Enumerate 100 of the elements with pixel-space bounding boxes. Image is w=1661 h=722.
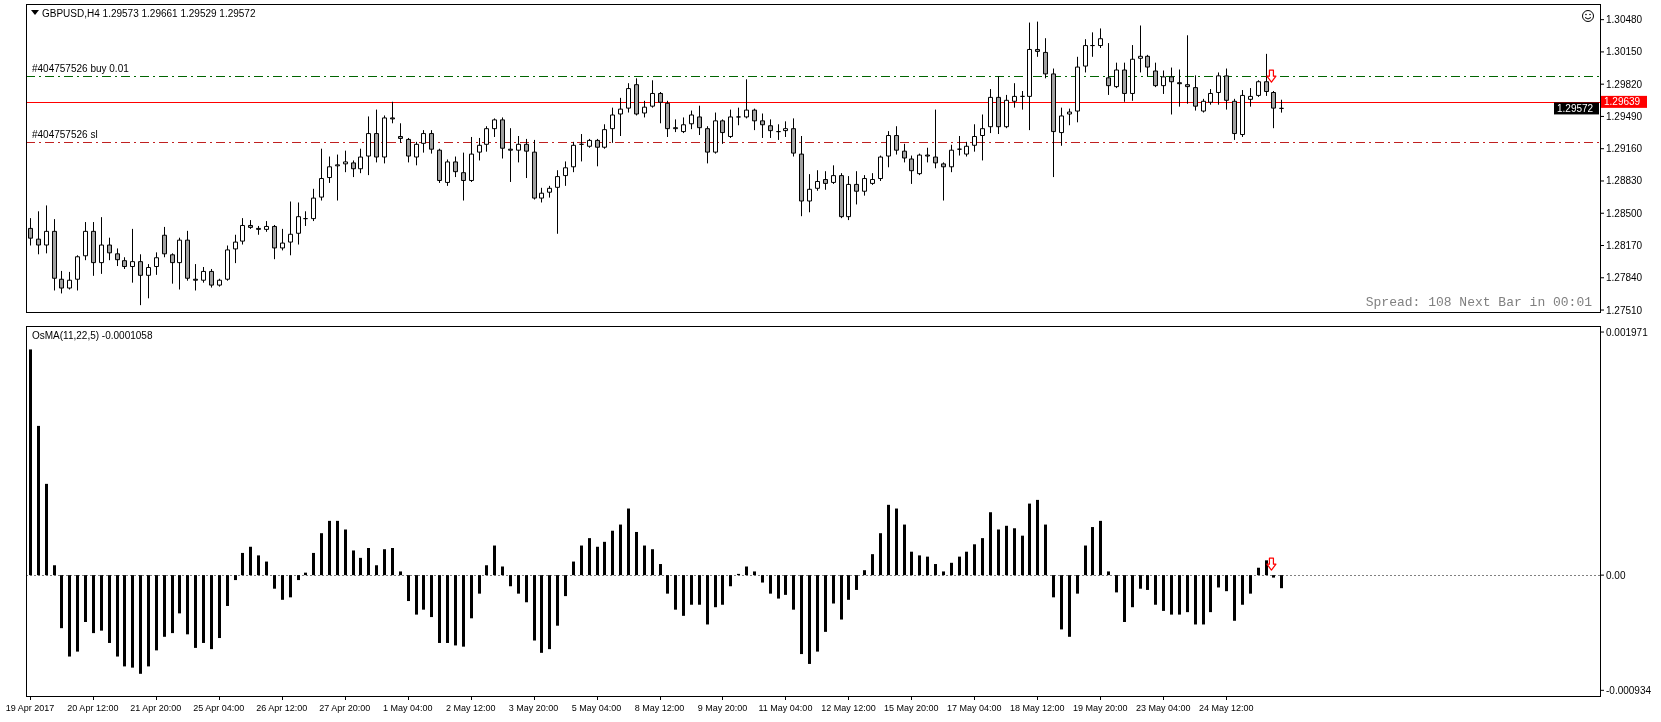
candlestick bbox=[36, 210, 41, 255]
candlestick bbox=[209, 268, 214, 289]
bar bbox=[131, 575, 134, 668]
bar bbox=[383, 549, 386, 576]
x-tick-label: 12 May 12:00 bbox=[821, 703, 876, 713]
bar bbox=[336, 520, 339, 576]
candlestick bbox=[75, 254, 80, 291]
bar bbox=[619, 524, 622, 576]
candlestick bbox=[1185, 34, 1190, 105]
bar bbox=[611, 530, 614, 576]
bar bbox=[84, 575, 87, 622]
bar bbox=[430, 575, 433, 618]
bar bbox=[509, 575, 512, 587]
x-tick-label: 24 May 12:00 bbox=[1198, 703, 1254, 713]
bar bbox=[918, 555, 921, 576]
y-tick-label: 1.30150 bbox=[1606, 46, 1643, 58]
x-tick-label: 19 Apr 2017 bbox=[5, 703, 55, 713]
candlestick bbox=[571, 141, 576, 173]
candlestick bbox=[1224, 68, 1229, 111]
candlestick bbox=[1130, 44, 1135, 102]
bar bbox=[359, 557, 362, 576]
candlestick bbox=[421, 129, 426, 154]
candlestick bbox=[658, 91, 663, 124]
x-tick-label: 20 Apr 12:00 bbox=[67, 703, 119, 713]
bar bbox=[422, 575, 425, 610]
candlestick bbox=[807, 173, 812, 213]
bar bbox=[926, 556, 929, 576]
candlestick bbox=[1177, 69, 1182, 108]
candlestick bbox=[917, 153, 922, 176]
bar bbox=[855, 575, 858, 590]
candlestick bbox=[327, 156, 332, 184]
bar bbox=[706, 575, 709, 625]
bar bbox=[816, 575, 819, 652]
candlestick bbox=[878, 155, 883, 182]
candlestick bbox=[783, 120, 788, 138]
candlestick bbox=[681, 116, 686, 134]
candlestick bbox=[1161, 69, 1166, 95]
bar bbox=[218, 575, 221, 639]
candlestick bbox=[1256, 79, 1261, 98]
bar bbox=[163, 575, 166, 637]
bar bbox=[808, 575, 811, 664]
bar bbox=[1146, 575, 1149, 590]
bar bbox=[1194, 575, 1197, 625]
x-tick-label: 17 May 04:00 bbox=[947, 703, 1002, 713]
bar bbox=[997, 529, 1000, 576]
candlestick bbox=[256, 225, 261, 236]
bar bbox=[1044, 524, 1047, 576]
x-tick-label: 11 May 04:00 bbox=[758, 703, 813, 713]
candlestick bbox=[1240, 89, 1245, 138]
candlestick bbox=[296, 201, 301, 246]
candlestick bbox=[665, 100, 670, 138]
candlestick bbox=[311, 188, 316, 222]
candlestick bbox=[980, 113, 985, 161]
candlestick bbox=[713, 112, 718, 155]
y-tick-label: 1.28170 bbox=[1606, 240, 1643, 252]
bar bbox=[1202, 575, 1205, 625]
candlestick bbox=[437, 148, 442, 184]
bar bbox=[942, 571, 945, 576]
x-tick-label: 25 Apr 04:00 bbox=[193, 703, 245, 713]
bar bbox=[210, 575, 213, 650]
candlestick bbox=[894, 125, 899, 156]
bar bbox=[1005, 525, 1008, 576]
candlestick bbox=[776, 123, 781, 141]
x-tick-label: 5 May 04:00 bbox=[571, 703, 622, 713]
x-tick-label: 9 May 20:00 bbox=[697, 703, 748, 713]
candlestick bbox=[909, 155, 914, 185]
candlestick bbox=[453, 156, 458, 178]
bar bbox=[399, 571, 402, 576]
bar bbox=[950, 562, 953, 576]
x-tick-label: 23 May 04:00 bbox=[1135, 703, 1191, 713]
candlestick bbox=[996, 75, 1001, 135]
bar bbox=[155, 575, 158, 651]
bar bbox=[903, 524, 906, 576]
candlestick bbox=[634, 77, 639, 116]
candlestick bbox=[83, 221, 88, 261]
candlestick bbox=[319, 148, 324, 202]
bar bbox=[100, 575, 103, 631]
candlestick bbox=[854, 170, 859, 205]
bar bbox=[958, 556, 961, 576]
bar bbox=[470, 575, 473, 619]
candlestick bbox=[406, 137, 411, 163]
bar bbox=[1028, 503, 1031, 576]
bar bbox=[572, 561, 575, 576]
candlestick bbox=[626, 82, 631, 114]
bar bbox=[800, 575, 803, 655]
candlestick bbox=[382, 114, 387, 164]
bar bbox=[769, 575, 772, 594]
bar bbox=[147, 575, 150, 667]
candlestick bbox=[1051, 68, 1056, 178]
candlestick bbox=[469, 136, 474, 183]
bar bbox=[478, 575, 481, 594]
candlestick bbox=[705, 125, 710, 164]
candlestick bbox=[610, 107, 615, 144]
candlestick bbox=[1201, 98, 1206, 114]
candlestick bbox=[1271, 90, 1276, 129]
candlestick bbox=[925, 147, 930, 163]
bar bbox=[1162, 575, 1165, 611]
candlestick bbox=[154, 251, 159, 276]
bar bbox=[761, 575, 764, 583]
bar bbox=[1139, 575, 1142, 589]
